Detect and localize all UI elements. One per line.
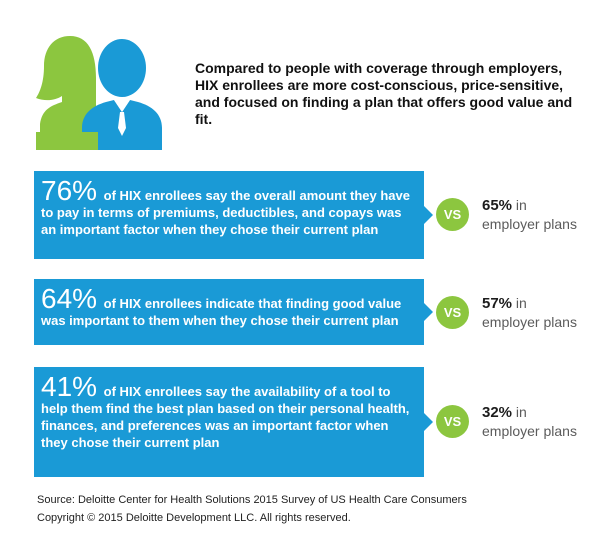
comparison-label: employer plans <box>482 314 577 330</box>
comparison-percent: 65% <box>482 197 513 214</box>
stat-text: of HIX enrollees indicate that finding g… <box>41 296 402 328</box>
comparison-percent: 32% <box>482 404 513 421</box>
vs-badge: VS <box>436 405 469 438</box>
stat-pointer <box>424 413 433 431</box>
comparison-in: in <box>515 295 527 311</box>
stat-percent: 64% <box>41 283 98 314</box>
stat-pointer <box>424 303 433 321</box>
comparison-in: in <box>515 404 527 420</box>
source-note: Source: Deloitte Center for Health Solut… <box>37 494 467 506</box>
employer-comparison: 57% in employer plans <box>482 294 602 332</box>
stat-box: 76% of HIX enrollees say the overall amo… <box>34 171 424 259</box>
copyright-note: Copyright © 2015 Deloitte Development LL… <box>37 512 351 524</box>
stat-percent: 41% <box>41 371 98 402</box>
comparison-label: employer plans <box>482 216 577 232</box>
stat-percent: 76% <box>41 175 98 206</box>
employer-comparison: 65% in employer plans <box>482 196 602 234</box>
comparison-in: in <box>515 197 527 213</box>
comparison-label: employer plans <box>482 423 577 439</box>
stat-box: 64% of HIX enrollees indicate that findi… <box>34 279 424 345</box>
stat-text: of HIX enrollees say the availability of… <box>41 384 410 450</box>
employer-comparison: 32% in employer plans <box>482 403 602 441</box>
vs-badge: VS <box>436 198 469 231</box>
two-people-icon <box>36 28 184 150</box>
intro-heading: Compared to people with coverage through… <box>195 60 573 127</box>
comparison-percent: 57% <box>482 295 513 312</box>
stat-text: of HIX enrollees say the overall amount … <box>41 188 410 237</box>
vs-badge: VS <box>436 296 469 329</box>
stat-box: 41% of HIX enrollees say the availabilit… <box>34 367 424 477</box>
footer: Source: Deloitte Center for Health Solut… <box>37 491 467 527</box>
stat-pointer <box>424 206 433 224</box>
